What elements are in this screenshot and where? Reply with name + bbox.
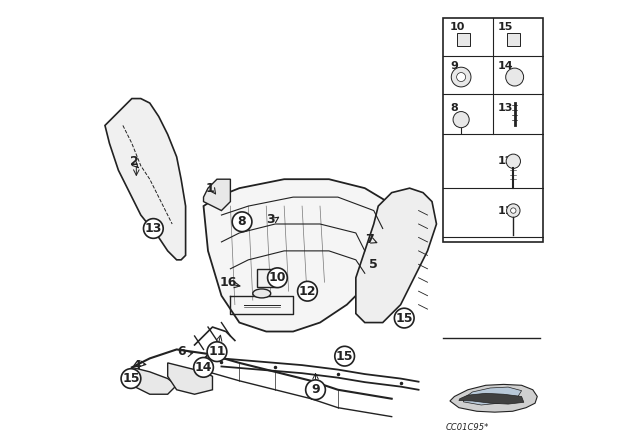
Circle shape <box>451 67 471 87</box>
Circle shape <box>453 112 469 128</box>
Text: 14: 14 <box>498 61 513 71</box>
Text: 15: 15 <box>122 372 140 385</box>
Text: 4: 4 <box>132 358 141 372</box>
Text: 9: 9 <box>311 383 320 396</box>
Text: 1: 1 <box>206 181 214 195</box>
Circle shape <box>306 380 325 400</box>
Text: 16: 16 <box>220 276 237 289</box>
Circle shape <box>121 369 141 388</box>
Text: 15: 15 <box>336 349 353 363</box>
Polygon shape <box>463 387 522 405</box>
Circle shape <box>506 68 524 86</box>
Text: 2: 2 <box>130 155 138 168</box>
Circle shape <box>268 268 287 288</box>
Text: 14: 14 <box>195 361 212 374</box>
Circle shape <box>507 204 520 217</box>
Text: 12: 12 <box>498 156 513 166</box>
Polygon shape <box>459 393 524 404</box>
Circle shape <box>207 342 227 362</box>
Text: 8: 8 <box>450 103 458 112</box>
Polygon shape <box>204 179 230 211</box>
Text: 10: 10 <box>269 271 286 284</box>
Text: CC01C95*: CC01C95* <box>445 423 489 432</box>
Text: 11: 11 <box>498 206 513 215</box>
Text: 12: 12 <box>299 284 316 298</box>
Circle shape <box>456 73 466 82</box>
Circle shape <box>335 346 355 366</box>
Text: 11: 11 <box>208 345 226 358</box>
Polygon shape <box>105 99 186 260</box>
Polygon shape <box>450 384 538 412</box>
Text: 7: 7 <box>365 233 374 246</box>
Text: 5: 5 <box>369 258 378 271</box>
Text: 8: 8 <box>237 215 246 228</box>
Ellipse shape <box>253 289 271 298</box>
Text: 13: 13 <box>498 103 513 112</box>
Circle shape <box>298 281 317 301</box>
Circle shape <box>194 358 213 377</box>
Bar <box>257 269 275 287</box>
Text: 6: 6 <box>178 345 186 358</box>
Text: 10: 10 <box>450 22 465 32</box>
Text: 9: 9 <box>450 61 458 71</box>
Text: 3: 3 <box>266 213 275 226</box>
Polygon shape <box>356 188 436 323</box>
Polygon shape <box>204 179 401 332</box>
Text: 13: 13 <box>145 222 162 235</box>
Polygon shape <box>168 363 212 394</box>
Bar <box>457 33 470 46</box>
Circle shape <box>394 308 414 328</box>
Circle shape <box>506 154 520 168</box>
Polygon shape <box>132 367 177 394</box>
Circle shape <box>511 208 516 213</box>
Circle shape <box>232 212 252 232</box>
Text: 15: 15 <box>396 311 413 325</box>
Circle shape <box>143 219 163 238</box>
Bar <box>443 18 543 242</box>
Bar <box>507 33 520 46</box>
Text: 15: 15 <box>498 22 513 32</box>
